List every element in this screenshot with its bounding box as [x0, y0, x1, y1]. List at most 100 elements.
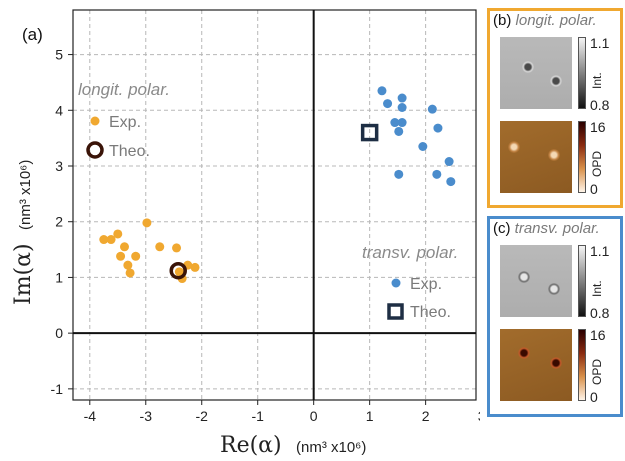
transverse-experiment-point	[427, 104, 437, 114]
panel-c-opd-image	[500, 329, 572, 401]
y-axis-title: Im(α)	[11, 243, 36, 305]
panel-b-opd-image	[500, 121, 572, 193]
transverse-experiment-point	[418, 142, 428, 151]
particle-spot	[548, 283, 560, 295]
panel-c-header: (c) transv. polar.	[493, 220, 600, 237]
particle-spot	[508, 141, 520, 153]
y-tick-label: 4	[55, 102, 63, 118]
panel-b-opd-max: 16	[590, 119, 606, 135]
particle-spot	[550, 357, 562, 369]
x-tick-label: 1	[366, 408, 374, 424]
panel-c-int-max: 1.1	[590, 243, 610, 259]
panel-c-opd-label: OPD	[590, 358, 604, 385]
panel-c-opd-min: 0	[590, 389, 598, 405]
panel-c-int-label: Int.	[590, 280, 604, 297]
panel-c-int-min: 0.8	[590, 305, 610, 321]
y-tick-label: 3	[55, 158, 63, 174]
transverse-experiment-point	[397, 103, 407, 112]
annotation-layer: longit. polar. Exp. Theo. transv. polar. Exp…	[78, 80, 458, 321]
particle-spot	[550, 75, 562, 87]
transverse-experiment-point	[432, 169, 442, 179]
panel-b-int-max: 1.1	[590, 35, 610, 51]
longitudinal-experiment-point	[142, 218, 152, 228]
transverse-experiment-point	[377, 86, 387, 96]
y-tick-label: 2	[55, 214, 63, 230]
plot-frame	[72, 9, 477, 401]
transverse-theo-label: Theo.	[410, 304, 451, 321]
panel-b-longitudinal: (b) longit. polar. 1.1 0.8 Int. 16 0 OPD	[487, 8, 623, 208]
x-tick-label: 3	[478, 408, 480, 424]
transverse-experiment-point	[446, 177, 456, 187]
panel-b-intensity-colorbar	[578, 37, 586, 109]
panel-b-opd-min: 0	[590, 181, 598, 197]
particle-spot	[518, 271, 530, 283]
panel-c-letter: (c)	[493, 220, 511, 237]
particle-spot	[522, 61, 534, 73]
panel-b-title: longit. polar.	[515, 12, 597, 29]
transverse-experiment-point	[390, 118, 400, 128]
panel-b-intensity-image	[500, 37, 572, 109]
transverse-experiment-point	[397, 93, 407, 103]
longitudinal-experiment-point	[131, 251, 141, 261]
longitudinal-exp-label: Exp.	[109, 114, 141, 131]
transverse-experiment-point	[394, 126, 404, 136]
transverse-annotation-title: transv. polar.	[362, 243, 458, 262]
longitudinal-experiment-point	[125, 268, 135, 278]
particle-spot	[548, 149, 560, 161]
y-tick-label: 0	[55, 325, 63, 341]
longitudinal-experiment-point	[119, 242, 129, 252]
longitudinal-exp-marker	[90, 116, 100, 126]
longitudinal-experiment-point	[123, 260, 133, 270]
y-tick-label: -1	[51, 381, 64, 397]
x-tick-label: 2	[422, 408, 430, 424]
points-layer	[99, 86, 456, 284]
x-tick-label: -4	[84, 408, 97, 424]
transverse-experiment-point	[394, 169, 404, 179]
longitudinal-experiment-point	[116, 251, 126, 261]
longitudinal-theo-label: Theo.	[109, 143, 150, 160]
panel-b-header: (b) longit. polar.	[493, 12, 597, 29]
grid-layer	[73, 10, 476, 400]
y-tick-label: 5	[55, 47, 63, 63]
transverse-experiment-point	[433, 123, 443, 133]
particle-spot	[518, 347, 530, 359]
longitudinal-annotation-title: longit. polar.	[78, 80, 170, 99]
longitudinal-theo-marker	[86, 141, 104, 159]
panel-b-letter: (b)	[493, 12, 512, 29]
x-axis-title: Re(α)	[220, 433, 282, 458]
panel-c-opd-max: 16	[590, 327, 606, 343]
panel-b-int-min: 0.8	[590, 97, 610, 113]
x-tick-label: -3	[140, 408, 153, 424]
transverse-experiment-point	[383, 99, 393, 109]
transverse-theory-point	[360, 123, 379, 142]
panel-c-intensity-image	[500, 245, 572, 317]
longitudinal-experiment-point	[172, 243, 182, 253]
panel-a-letter: (a)	[22, 25, 43, 44]
transverse-experiment-point	[444, 157, 454, 167]
panel-c-opd-colorbar	[578, 329, 586, 401]
transverse-experiment-point	[397, 118, 407, 128]
y-axis-unit: (nm³ x10⁶)	[17, 160, 34, 230]
longitudinal-experiment-point	[99, 235, 109, 245]
transverse-exp-marker	[391, 278, 401, 288]
panel-c-transverse: (c) transv. polar. 1.1 0.8 Int. 16 0 OPD	[487, 216, 623, 417]
longitudinal-theory-point	[169, 261, 187, 280]
panel-b-opd-label: OPD	[590, 150, 604, 177]
panel-c-intensity-colorbar	[578, 245, 586, 317]
x-tick-label: 0	[310, 408, 318, 424]
longitudinal-experiment-point	[106, 235, 116, 245]
y-tick-label: 1	[55, 269, 63, 285]
y-axis-title-group: Im(α) (nm³ x10⁶)	[11, 160, 36, 305]
panel-c-title: transv. polar.	[514, 220, 600, 237]
x-tick-label: -1	[251, 408, 264, 424]
panel-b-opd-colorbar	[578, 121, 586, 193]
longitudinal-experiment-point	[190, 262, 200, 272]
transverse-theo-marker	[387, 303, 404, 320]
x-axis-unit: (nm³ x10⁶)	[296, 439, 366, 456]
transverse-exp-label: Exp.	[410, 276, 442, 293]
longitudinal-experiment-point	[155, 242, 165, 252]
panel-b-int-label: Int.	[590, 72, 604, 89]
longitudinal-experiment-point	[113, 229, 123, 239]
